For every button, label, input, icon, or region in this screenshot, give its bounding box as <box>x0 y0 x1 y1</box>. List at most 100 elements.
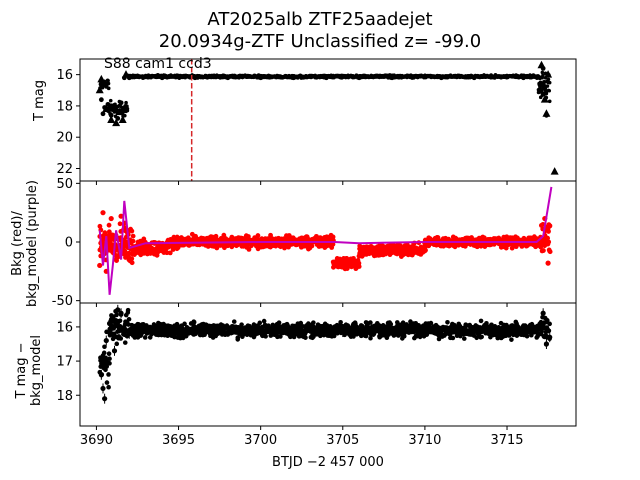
y-tick-label: 16 <box>56 320 73 335</box>
background-point <box>547 249 553 255</box>
mag-point <box>241 73 247 79</box>
mag-point <box>356 75 362 81</box>
corrected-mag-point <box>504 327 510 333</box>
mag-point <box>547 80 552 85</box>
mag-point <box>123 113 127 118</box>
corrected-mag-point <box>235 337 241 342</box>
corrected-mag-point <box>106 320 113 327</box>
background-point <box>356 260 362 266</box>
upper-limit-marker <box>537 60 546 69</box>
sector-camera-ccd-annotation: S88 cam1 ccd3 <box>104 56 212 72</box>
mag-point <box>488 73 493 79</box>
plot-frame <box>79 302 577 427</box>
y-axis-label-bottom: T mag − bkg_model <box>14 334 44 405</box>
corrected-mag-point <box>509 337 514 342</box>
upper-limit-marker <box>542 109 551 117</box>
mag-point <box>274 73 280 79</box>
corrected-mag-point <box>102 396 108 402</box>
mag-point <box>541 73 545 78</box>
upper-limit-marker <box>544 70 553 78</box>
background-point <box>117 221 123 227</box>
mag-point <box>438 75 444 81</box>
corrected-mag-point <box>107 361 112 366</box>
corrected-mag-point <box>363 333 369 339</box>
mag-point <box>422 73 428 79</box>
background-model-line <box>98 186 553 295</box>
mag-point <box>100 111 106 117</box>
y-tick-label: 17 <box>56 355 73 370</box>
background-point <box>129 228 135 234</box>
upper-limit-marker <box>107 115 116 123</box>
mag-point <box>225 75 231 81</box>
background-point <box>356 253 362 259</box>
background-point <box>545 235 550 241</box>
corrected-mag-point <box>115 307 121 313</box>
corrected-mag-point <box>311 320 316 325</box>
corrected-mag-point <box>543 341 550 347</box>
background-point <box>129 256 135 262</box>
corrected-mag-point <box>546 328 552 334</box>
background-point <box>246 247 252 252</box>
background-point <box>255 233 261 238</box>
background-point <box>130 238 136 244</box>
x-tick-label: 3715 <box>490 433 523 448</box>
upper-limit-marker <box>112 118 121 127</box>
mag-point <box>159 75 165 81</box>
mag-point <box>540 70 545 75</box>
mag-point <box>192 75 198 81</box>
upper-limit-marker <box>121 70 130 78</box>
mag-point <box>521 75 526 81</box>
corrected-mag-point <box>338 319 343 325</box>
mag-point <box>546 77 551 82</box>
corrected-mag-point <box>450 335 456 341</box>
y-tick-label: 16 <box>56 68 73 83</box>
corrected-mag-point <box>191 320 197 325</box>
upper-limit-marker <box>97 74 106 83</box>
mag-point <box>124 100 128 105</box>
corrected-mag-point <box>100 385 106 392</box>
mag-point <box>208 73 214 79</box>
background-point <box>309 243 315 249</box>
corrected-mag-point <box>401 333 407 339</box>
y-tick-label: 22 <box>56 162 73 177</box>
mag-point <box>108 112 114 118</box>
background-point <box>129 260 135 266</box>
y-tick-label: 18 <box>56 99 73 114</box>
corrected-mag-point <box>461 336 467 341</box>
background-point <box>97 262 103 269</box>
mag-point <box>258 75 264 81</box>
upper-limit-marker <box>95 85 104 94</box>
background-point <box>167 250 173 256</box>
corrected-mag-point <box>111 348 118 354</box>
background-point <box>129 251 136 257</box>
corrected-mag-point <box>106 372 111 377</box>
background-point <box>113 256 119 263</box>
y-axis-label-middle-line-1: Bkg (red)/ <box>10 210 25 276</box>
upper-limit-marker <box>102 104 111 113</box>
mag-point <box>547 99 552 104</box>
corrected-mag-point <box>104 380 110 385</box>
corrected-mag-point <box>118 310 124 316</box>
mag-point <box>125 108 130 113</box>
corrected-mag-point <box>436 336 442 342</box>
background-point <box>123 253 129 259</box>
chart-title-line-1: AT2025alb ZTF25aadejet <box>207 9 433 30</box>
corrected-mag-point <box>114 341 120 347</box>
upper-limit-marker <box>118 115 127 123</box>
x-tick-label: 3710 <box>408 433 441 448</box>
y-tick-label: 20 <box>56 131 73 146</box>
corrected-mag-point <box>278 334 283 339</box>
mag-point <box>471 75 477 81</box>
x-tick-label: 3695 <box>162 433 195 448</box>
y-axis-label-top: T mag <box>32 79 47 121</box>
mag-point <box>537 75 543 81</box>
mag-point <box>406 73 411 79</box>
x-tick-label: 3705 <box>326 433 359 448</box>
corrected-mag-point <box>368 335 373 341</box>
mag-point <box>455 73 461 79</box>
mag-point <box>106 78 110 83</box>
mag-point <box>106 86 111 91</box>
